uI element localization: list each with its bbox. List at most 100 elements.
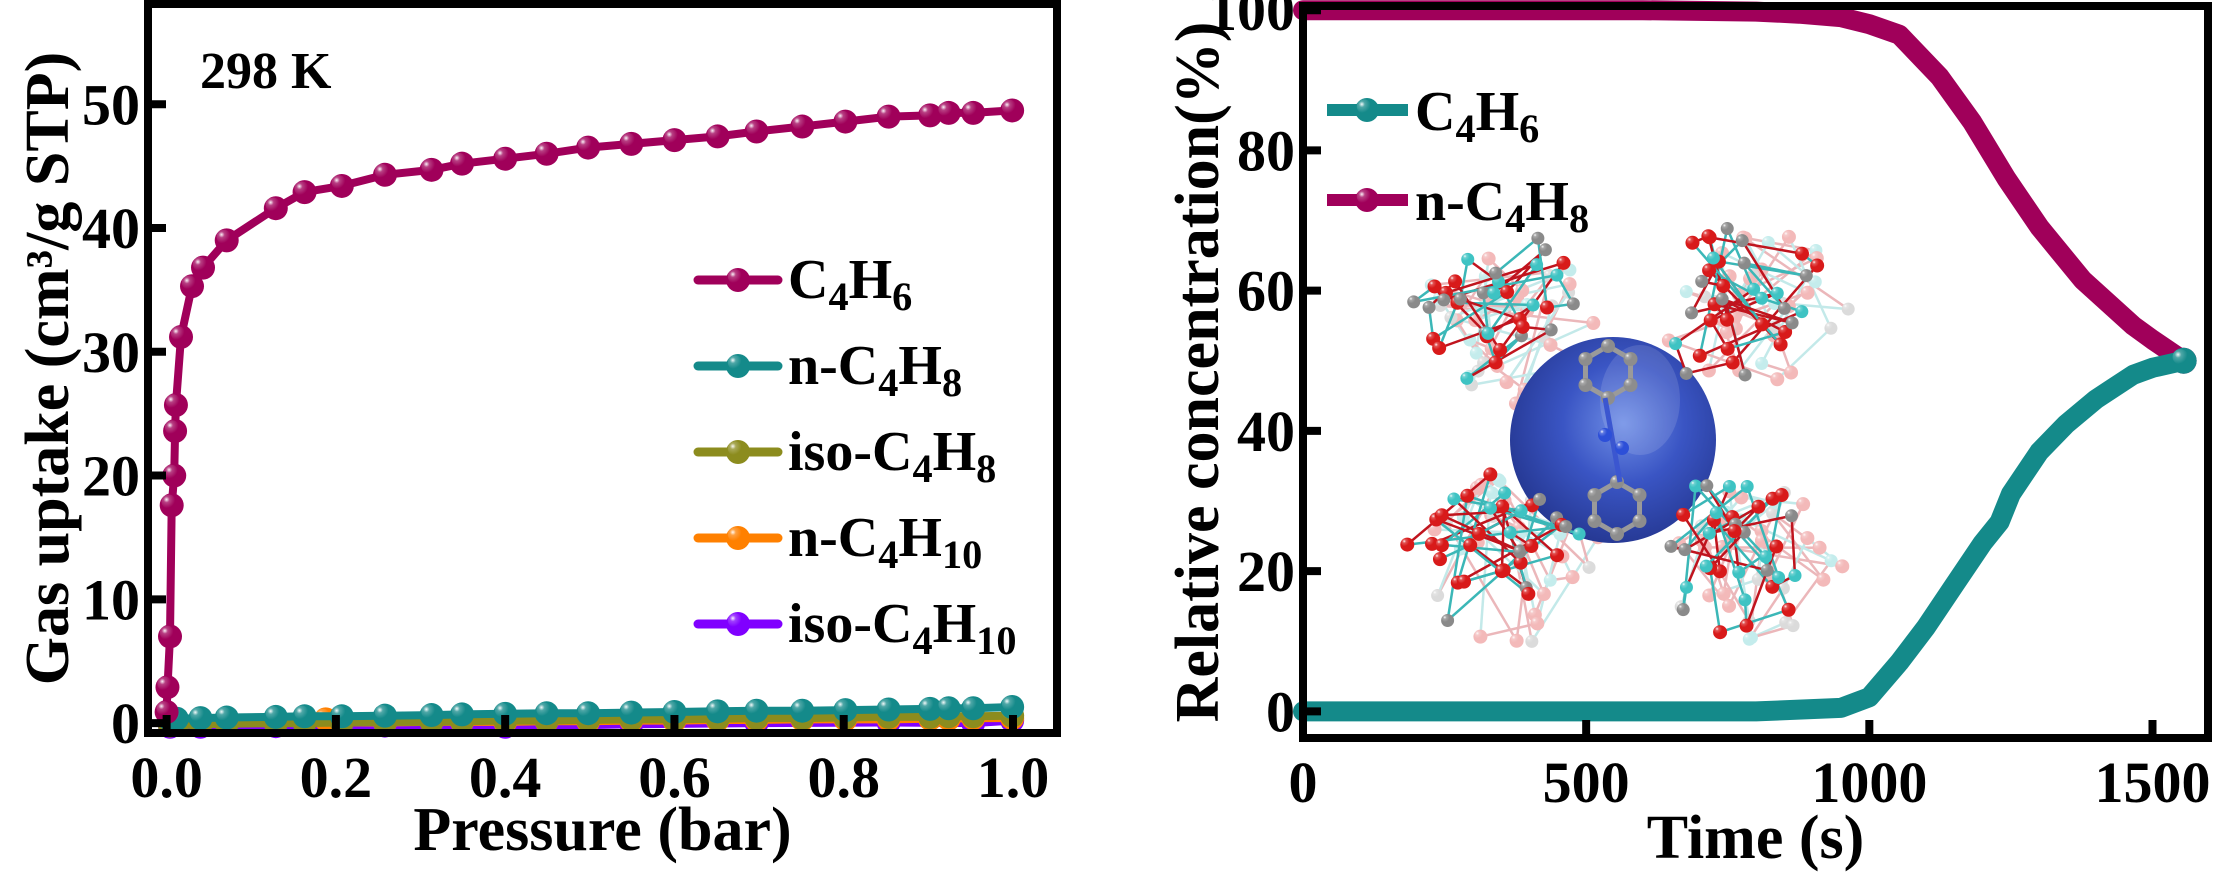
legend-label: C4H6 — [788, 249, 912, 319]
atom — [1716, 278, 1731, 293]
plot-frame — [144, 0, 1061, 737]
atom — [1513, 545, 1527, 559]
x-tick-label: 0 — [1289, 750, 1318, 815]
atom — [1500, 285, 1515, 300]
bond — [1455, 319, 1485, 364]
legend-label: n-C4H10 — [788, 507, 982, 577]
atom — [1437, 293, 1451, 307]
atom — [1759, 550, 1773, 564]
atom — [1795, 305, 1809, 319]
data-point — [961, 100, 986, 125]
data-point — [744, 698, 769, 723]
bond — [1514, 336, 1546, 405]
atom — [1800, 531, 1815, 546]
y-tick-label: 40 — [82, 196, 140, 261]
atom — [1772, 570, 1786, 584]
atom — [1770, 372, 1785, 387]
data-point — [705, 124, 730, 149]
atom — [1422, 300, 1436, 314]
atom — [1715, 292, 1729, 306]
data-point — [159, 493, 184, 518]
plot-frame — [1299, 2, 2212, 742]
atom — [1676, 603, 1690, 617]
atom — [1515, 319, 1530, 334]
temperature-annotation: 298 K — [200, 43, 332, 100]
data-point — [790, 114, 815, 139]
bond — [1738, 545, 1777, 574]
atom — [1521, 586, 1536, 601]
legend-item: C4H6 — [693, 249, 912, 319]
y-axis-title: Relative concentration(%) — [1164, 22, 1232, 723]
uptake-isotherm-chart: 0 10 20 30 40 50 0.0 0.2 0.4 0.6 0.8 1.0 Pressure (b… — [14, 0, 1061, 864]
y-tick-label: 20 — [82, 444, 140, 509]
atom — [1544, 323, 1558, 337]
bond — [1743, 262, 1786, 310]
bond — [1723, 291, 1808, 322]
atom — [1676, 507, 1691, 522]
bond — [1455, 275, 1487, 322]
data-point — [619, 131, 644, 156]
atom — [1586, 316, 1601, 331]
carbon-atom — [1587, 488, 1602, 502]
carbon-atom — [1578, 378, 1593, 392]
data-point — [372, 162, 397, 187]
carbon-atom — [1587, 514, 1602, 528]
atom — [1447, 492, 1461, 506]
x-axis-title: Time (s) — [1647, 804, 1865, 872]
atom — [1751, 499, 1766, 514]
bond — [1456, 474, 1492, 583]
atom — [1481, 326, 1495, 340]
y-tick-label: 20 — [1237, 539, 1295, 604]
data-point — [419, 157, 444, 182]
bond — [1712, 520, 1722, 572]
bond — [1709, 531, 1746, 570]
legend-label: iso-C4H8 — [788, 421, 996, 491]
atom — [1699, 559, 1713, 573]
bond — [1480, 622, 1538, 638]
bond — [1406, 473, 1492, 546]
atom — [1487, 286, 1501, 300]
data-point — [876, 104, 901, 129]
atom — [1773, 337, 1788, 352]
bond — [1718, 496, 1743, 524]
bond — [1748, 587, 1785, 640]
atom — [1824, 554, 1838, 568]
bond — [1494, 237, 1539, 275]
atom — [1720, 222, 1734, 236]
atom — [1543, 337, 1558, 352]
legend-marker — [726, 440, 750, 464]
data-point — [450, 151, 475, 176]
bond — [1486, 304, 1534, 338]
bond — [1682, 485, 1731, 516]
x-tick-label: 0.2 — [300, 745, 373, 810]
legend-marker — [726, 268, 750, 292]
legend-marker — [726, 612, 750, 636]
data-point — [180, 274, 205, 299]
bond — [1446, 495, 1469, 621]
atom — [1540, 300, 1555, 315]
atom — [1461, 252, 1475, 266]
atom — [1469, 346, 1483, 360]
data-point — [534, 141, 559, 166]
atom — [1716, 586, 1731, 601]
bond — [1721, 252, 1809, 294]
atom — [1538, 243, 1552, 257]
x-tick-label: 0.4 — [469, 745, 542, 810]
atom — [1701, 229, 1716, 244]
y-tick-label: 100 — [1208, 0, 1295, 43]
atom — [1533, 492, 1547, 506]
atom — [1448, 274, 1463, 289]
atom — [1572, 527, 1586, 541]
data-point — [188, 706, 213, 731]
atom — [1669, 337, 1683, 351]
atom — [1799, 269, 1813, 283]
atom — [1765, 579, 1780, 594]
atom — [1722, 479, 1736, 493]
legend-item: C4H6 — [1327, 81, 1539, 151]
atom — [1760, 563, 1774, 577]
atom — [1463, 538, 1478, 553]
atom — [1774, 488, 1789, 503]
bond — [1445, 521, 1518, 642]
data-point — [263, 196, 288, 221]
atom — [1784, 365, 1799, 380]
